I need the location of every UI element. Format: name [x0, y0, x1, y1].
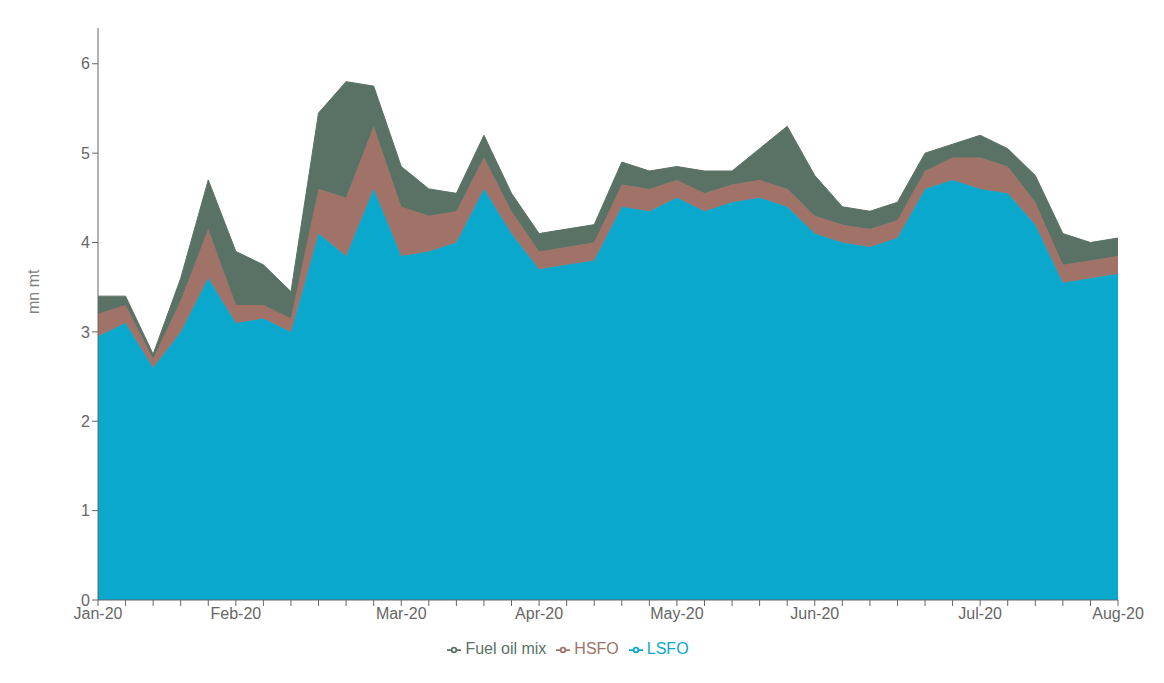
- svg-text:Mar-20: Mar-20: [376, 605, 427, 622]
- svg-text:0: 0: [81, 592, 90, 609]
- html-text:Fuel oil mix: Fuel oil mix: [465, 640, 547, 657]
- svg-text:Jul-20: Jul-20: [958, 605, 1002, 622]
- svg-text:Apr-20: Apr-20: [515, 605, 563, 622]
- svg-text:Jun-20: Jun-20: [790, 605, 839, 622]
- svg-text:Feb-20: Feb-20: [210, 605, 261, 622]
- svg-text:Jan-20: Jan-20: [73, 605, 123, 623]
- svg-text:May-20: May-20: [650, 605, 703, 622]
- svg-text:1: 1: [81, 502, 90, 519]
- svg-text:2: 2: [81, 413, 90, 430]
- svg-text:6: 6: [81, 55, 90, 72]
- svg-text:3: 3: [81, 324, 90, 341]
- html-text:HSFO: HSFO: [574, 640, 619, 657]
- svg-text:4: 4: [81, 234, 90, 251]
- html-text:LSFO: LSFO: [646, 640, 689, 657]
- svg-text:mn mt: mn mt: [25, 269, 42, 314]
- svg-text:Aug-20: Aug-20: [1092, 605, 1144, 622]
- svg-text:5: 5: [81, 145, 90, 162]
